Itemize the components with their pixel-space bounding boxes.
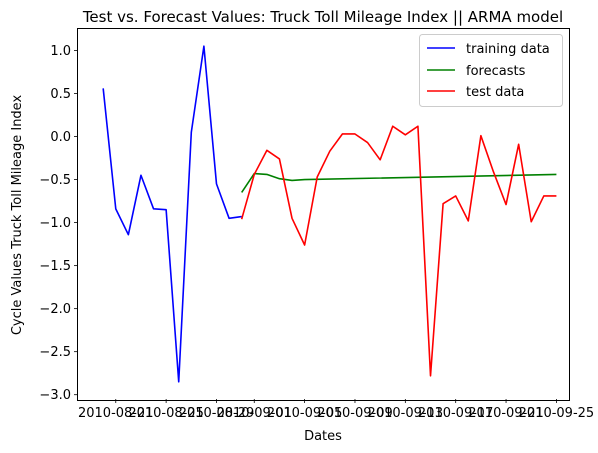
- y-axis-label: Cycle Values Truck Toll Mileage Index: [10, 95, 25, 336]
- x-tick-label: 2010-08-29: [179, 406, 255, 421]
- x-axis-label: Dates: [304, 429, 342, 444]
- legend: training data forecasts test data: [419, 34, 563, 107]
- x-tick-label: 2010-09-09: [317, 406, 393, 421]
- x-tick-label: 2010-09-25: [519, 406, 595, 421]
- legend-box: [419, 34, 563, 107]
- legend-label-test: test data: [466, 85, 524, 100]
- x-axis-ticks: 2010-08-212010-08-252010-08-292010-09-01…: [78, 399, 594, 421]
- x-tick-label: 2010-08-25: [128, 406, 204, 421]
- x-tick-label: 2010-09-01: [216, 406, 292, 421]
- series-layer: [102, 45, 557, 383]
- y-tick-label: −3.0: [39, 388, 71, 403]
- y-tick-label: −2.5: [39, 345, 71, 360]
- x-tick-label: 2010-09-21: [468, 406, 544, 421]
- chart-title: Test vs. Forecast Values: Truck Toll Mil…: [82, 8, 563, 26]
- y-tick-label: −1.0: [39, 216, 71, 231]
- y-axis-ticks: 1.0 0.5 0.0 −0.5 −1.0 −1.5 −2.0 −2.5 −3.0: [39, 44, 78, 403]
- x-tick-label: 2010-08-21: [78, 406, 154, 421]
- series-line-training-data: [102, 45, 242, 383]
- y-tick-label: 0.5: [50, 87, 71, 102]
- x-tick-label: 2010-09-05: [267, 406, 343, 421]
- y-tick-label: 1.0: [50, 44, 71, 59]
- legend-label-training: training data: [466, 42, 550, 57]
- series-line-test-data: [240, 125, 557, 377]
- legend-label-forecasts: forecasts: [466, 64, 526, 79]
- plot-frame: [77, 28, 570, 401]
- y-tick-label: −2.0: [39, 302, 71, 317]
- x-tick-label: 2010-09-17: [418, 406, 494, 421]
- y-tick-label: 0.0: [50, 130, 71, 145]
- x-tick-label: 2010-09-13: [368, 406, 444, 421]
- y-tick-label: −0.5: [39, 173, 71, 188]
- y-tick-label: −1.5: [39, 259, 71, 274]
